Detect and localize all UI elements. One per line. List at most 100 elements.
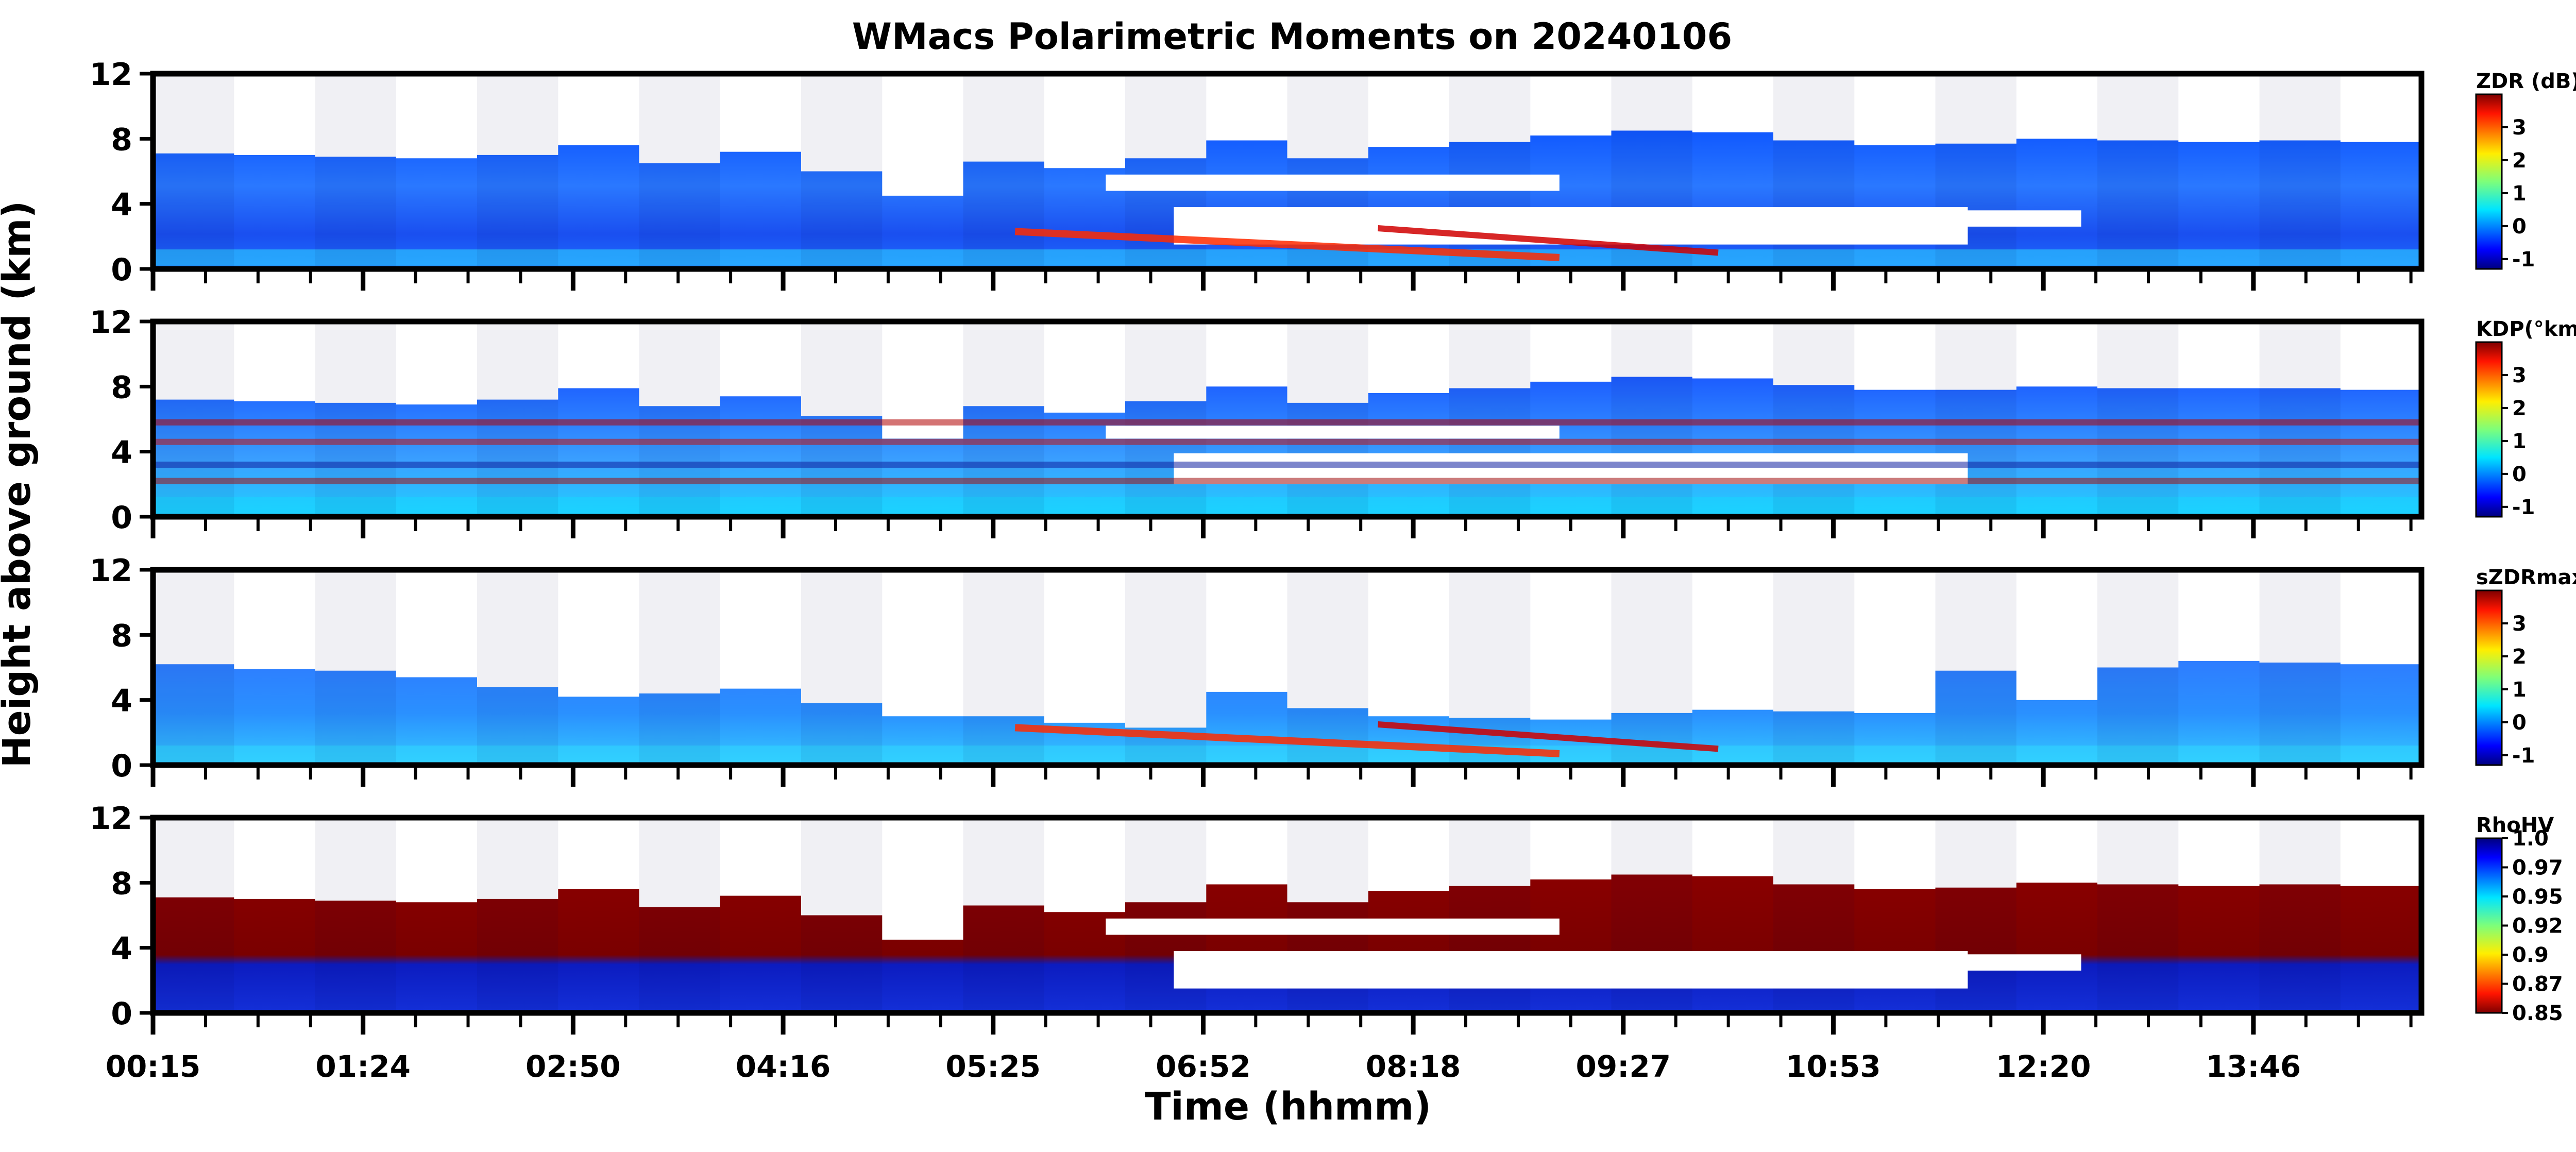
scan-segment xyxy=(1773,321,1855,517)
scan-segment xyxy=(963,74,1044,269)
scan-segment xyxy=(801,321,883,517)
y-tick-label: 0 xyxy=(111,252,132,288)
colorbar-tick-label: 2 xyxy=(2512,397,2527,420)
scan-segment xyxy=(2259,74,2341,269)
colorbar-tick-label: 3 xyxy=(2512,116,2527,140)
kdp-band xyxy=(153,461,2421,468)
colorbar-tick-label: 0.9 xyxy=(2512,943,2549,967)
scan-segment xyxy=(2259,818,2341,1013)
data-gap xyxy=(1106,918,1560,935)
scan-segment xyxy=(2097,321,2179,517)
kdp-band xyxy=(153,438,2421,445)
colorbar-ramp xyxy=(2475,589,2503,766)
scan-segment xyxy=(153,570,234,765)
colorbar-tick-label: -1 xyxy=(2512,744,2535,768)
y-tick-label: 0 xyxy=(111,748,132,784)
panel-frame xyxy=(150,318,2425,520)
y-tick-label: 12 xyxy=(90,553,133,589)
scan-segment xyxy=(2259,321,2341,517)
colorbar-kdp: KDP(°km⁻¹) -1 0 1 2 3 xyxy=(2475,317,2576,519)
kdp-band xyxy=(153,478,2421,484)
colorbar-tick-label: -1 xyxy=(2512,248,2535,272)
colorbar-szdrmax: sZDRmax(dB) -1 0 1 2 3 xyxy=(2475,566,2576,768)
colorbar-tick-label: 1.0 xyxy=(2512,827,2549,851)
y-tick-label: 12 xyxy=(90,801,133,837)
y-tick-label: 8 xyxy=(111,866,132,902)
colorbar-tick-label: 0 xyxy=(2512,463,2527,486)
low-level-band xyxy=(153,746,2421,762)
y-tick-label: 4 xyxy=(111,683,132,719)
colorbar-tick-label: 1 xyxy=(2512,430,2527,453)
y-tick-label: 8 xyxy=(111,618,132,654)
colorbar-tick-label: -1 xyxy=(2512,496,2535,519)
x-tick-label: 08:18 xyxy=(1366,1049,1461,1084)
scan-segment xyxy=(1287,321,1368,517)
melting-layer-streak xyxy=(1014,228,1560,261)
scan-segment xyxy=(315,321,396,517)
scan-segment xyxy=(477,818,558,1013)
colorbar-tick-label: 0.92 xyxy=(2512,914,2563,938)
colorbar-tick-label: 2 xyxy=(2512,149,2527,173)
x-tick-label: 02:50 xyxy=(526,1049,621,1084)
scan-segment xyxy=(963,818,1044,1013)
x-tick-label: 00:15 xyxy=(106,1049,201,1084)
panel-frame xyxy=(150,815,2425,1016)
scan-segment xyxy=(477,74,558,269)
y-tick-label: 0 xyxy=(111,500,132,536)
scan-segment xyxy=(315,818,396,1013)
scan-segment xyxy=(639,74,720,269)
panel-frame xyxy=(150,71,2425,272)
scan-segment xyxy=(477,570,558,765)
y-tick-label: 12 xyxy=(90,57,133,93)
colorbar-tick-label: 0.85 xyxy=(2512,1002,2563,1025)
colorbar-tick-label: 0.87 xyxy=(2512,973,2563,996)
scan-segment xyxy=(1611,321,1692,517)
colorbar-label: ZDR (dB) xyxy=(2476,70,2576,93)
scan-segment xyxy=(153,818,234,1013)
colorbar-tick-label: 2 xyxy=(2512,645,2527,669)
scan-segment xyxy=(477,321,558,517)
colorbar-tick-label: 0.95 xyxy=(2512,885,2563,909)
y-tick-label: 8 xyxy=(111,122,132,158)
colorbar-zdr: ZDR (dB) -1 0 1 2 3 xyxy=(2475,70,2576,272)
scan-segment xyxy=(639,818,720,1013)
scan-segment xyxy=(639,321,720,517)
colorbar-ramp xyxy=(2475,93,2503,270)
scan-segment xyxy=(963,570,1044,765)
scan-segment xyxy=(315,74,396,269)
scan-segment xyxy=(801,570,883,765)
scan-segment xyxy=(153,321,234,517)
data-gap xyxy=(1106,426,1560,439)
low-level-band xyxy=(153,497,2421,514)
scan-segment xyxy=(2097,74,2179,269)
scan-segment xyxy=(2259,570,2341,765)
colorbar-tick-label: 1 xyxy=(2512,182,2527,206)
melting-layer-streak xyxy=(1378,225,1719,256)
scan-segment xyxy=(1449,321,1531,517)
y-tick-label: 4 xyxy=(111,187,132,223)
colorbar-tick-label: 3 xyxy=(2512,364,2527,387)
y-tick-label: 4 xyxy=(111,435,132,471)
y-tick-label: 12 xyxy=(90,304,133,341)
scan-segment xyxy=(1125,321,1207,517)
scan-segment xyxy=(1773,570,1855,765)
scan-segment xyxy=(1935,570,2016,765)
y-axis-label: Height above ground (km) xyxy=(0,201,39,768)
x-axis-label: Time (hhmm) xyxy=(1145,1085,1431,1129)
panel-frame xyxy=(150,567,2425,768)
colorbar-label: KDP(°km⁻¹) xyxy=(2476,317,2576,341)
kdp-band xyxy=(153,419,2421,426)
y-tick-label: 4 xyxy=(111,931,132,967)
melting-layer-streak xyxy=(1378,721,1719,752)
x-tick-label: 09:27 xyxy=(1575,1049,1671,1084)
x-tick-label: 05:25 xyxy=(945,1049,1041,1084)
scan-segment xyxy=(963,321,1044,517)
chart-title: WMacs Polarimetric Moments on 20240106 xyxy=(852,15,1732,58)
scan-segment xyxy=(2097,570,2179,765)
